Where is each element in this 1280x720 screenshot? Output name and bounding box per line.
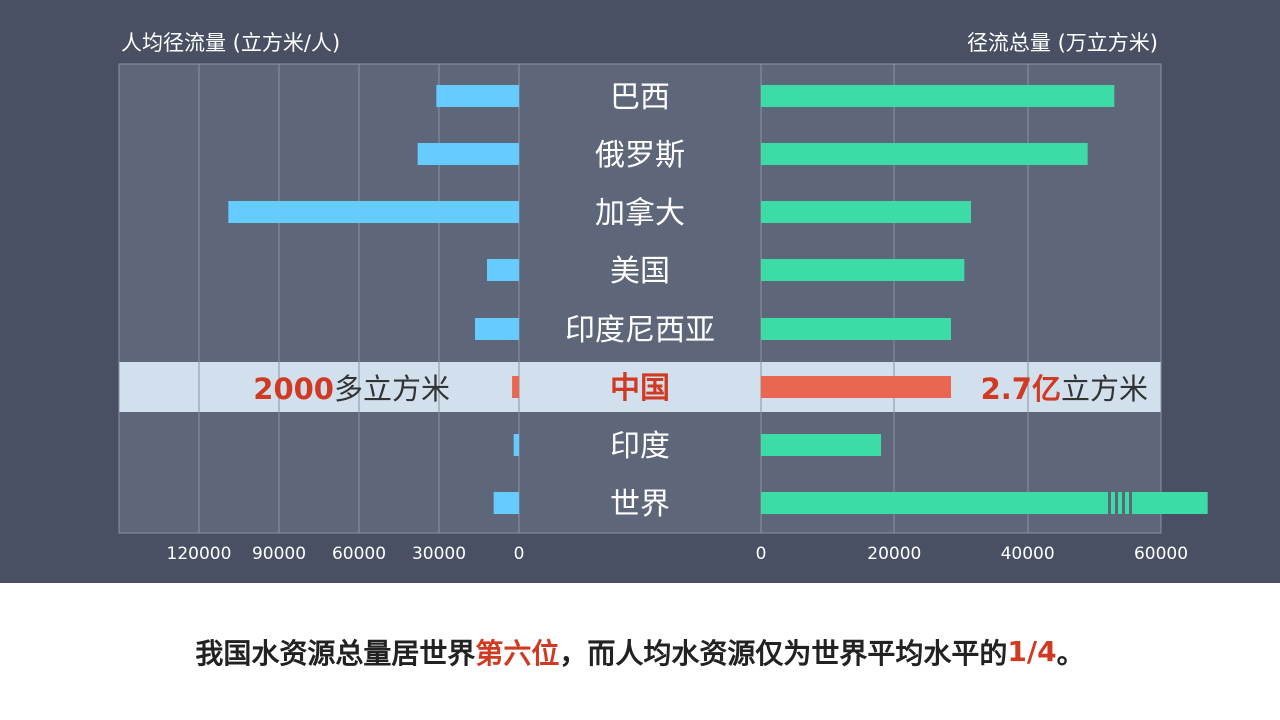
right-bar-4 bbox=[761, 318, 951, 340]
footer-text-1: 我国水资源总量居世界 bbox=[195, 636, 476, 670]
category-label-2: 加拿大 bbox=[595, 196, 685, 231]
category-label-7: 世界 bbox=[610, 487, 670, 522]
right-bar-1 bbox=[761, 143, 1088, 165]
axis-break-mark-0 bbox=[1108, 492, 1111, 514]
right-tick-label-3: 60000 bbox=[1134, 544, 1188, 564]
highlight-right-number: 2.7亿 bbox=[981, 372, 1061, 406]
left-bar-6 bbox=[513, 434, 519, 456]
left-tick-label-1: 90000 bbox=[252, 544, 306, 564]
left-tick-label-2: 60000 bbox=[332, 544, 386, 564]
footer-text-3: 。 bbox=[1056, 636, 1085, 670]
left-axis-title: 人均径流量 (立方米/人) bbox=[121, 31, 340, 55]
category-label-0: 巴西 bbox=[610, 80, 670, 115]
left-bar-7 bbox=[493, 492, 519, 514]
right-bar-2 bbox=[761, 201, 971, 223]
right-axis-title: 径流总量 (万立方米) bbox=[967, 31, 1158, 55]
footer-text-2: ，而人均水资源仅为世界平均水平的 bbox=[559, 636, 1008, 670]
highlight-right-label: 2.7亿立方米 bbox=[981, 372, 1148, 406]
right-bar-3 bbox=[761, 259, 965, 281]
right-bar-7 bbox=[761, 492, 1208, 514]
left-bar-1 bbox=[417, 143, 519, 165]
highlight-right-unit: 立方米 bbox=[1061, 372, 1148, 406]
highlight-band bbox=[119, 362, 1161, 412]
plot-area bbox=[119, 64, 1161, 533]
right-tick-label-0: 0 bbox=[756, 544, 767, 564]
category-label-3: 美国 bbox=[610, 254, 670, 289]
left-tick-label-4: 0 bbox=[514, 544, 525, 564]
axis-break-mark-1 bbox=[1115, 492, 1118, 514]
footer-highlight-rank: 第六位 bbox=[475, 636, 560, 670]
axis-break-mark-3 bbox=[1129, 492, 1132, 514]
right-bar-0 bbox=[761, 85, 1115, 107]
right-tick-label-1: 20000 bbox=[867, 544, 921, 564]
right-bar-5 bbox=[761, 376, 951, 398]
category-label-5: 中国 bbox=[610, 371, 670, 406]
highlight-left-number: 2000 bbox=[253, 372, 334, 406]
left-bar-4 bbox=[475, 318, 519, 340]
left-tick-label-0: 120000 bbox=[167, 544, 232, 564]
highlight-left-label: 2000多立方米 bbox=[253, 372, 450, 406]
footer-highlight-ratio: 1/4 bbox=[1007, 635, 1057, 668]
footer-caption: 我国水资源总量居世界 第六位 ，而人均水资源仅为世界平均水平的 1/4。 bbox=[0, 583, 1280, 720]
left-bar-2 bbox=[228, 201, 520, 223]
axis-break-mark-2 bbox=[1122, 492, 1125, 514]
category-label-1: 俄罗斯 bbox=[595, 138, 685, 173]
left-bar-0 bbox=[436, 85, 519, 107]
left-bar-5 bbox=[512, 376, 519, 398]
plot-border bbox=[118, 63, 1162, 534]
category-label-4: 印度尼西亚 bbox=[565, 313, 715, 348]
chart-panel: 人均径流量 (立方米/人) 径流总量 (万立方米) 120000 90000 60000… bbox=[0, 0, 1280, 583]
left-tick-label-3: 30000 bbox=[412, 544, 466, 564]
right-bar-6 bbox=[761, 434, 881, 456]
right-tick-label-2: 40000 bbox=[1001, 544, 1055, 564]
category-label-6: 印度 bbox=[610, 429, 670, 464]
bar-chart: 人均径流量 (立方米/人) 径流总量 (万立方米) 120000 90000 60000… bbox=[118, 31, 1208, 564]
left-bar-3 bbox=[487, 259, 519, 281]
highlight-left-unit: 多立方米 bbox=[334, 372, 450, 406]
